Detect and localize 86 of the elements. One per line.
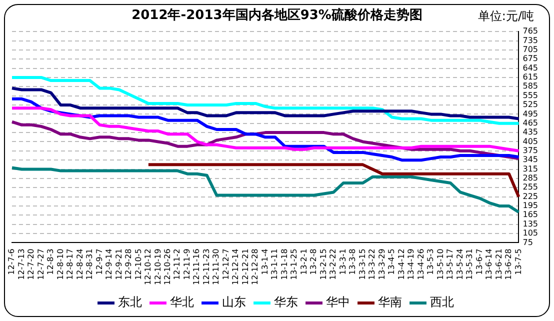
y-tick-label: 75: [522, 238, 533, 247]
legend-label: 东北: [118, 295, 142, 310]
x-tick-label: 12-9-7: [94, 248, 104, 275]
x-tick-label: 12-8-24: [75, 248, 84, 280]
x-tick-label: 12-12-28: [250, 248, 260, 285]
y-tick-label: 735: [522, 36, 538, 45]
y-tick-label: 405: [522, 136, 538, 146]
x-tick-label: 13-1-4: [260, 248, 270, 275]
x-tick-label: 12-12-14: [231, 248, 240, 285]
x-tick-label: 13-1-25: [290, 248, 299, 280]
x-tick-label: 13-5-3: [426, 248, 436, 275]
legend-label: 山东: [222, 295, 246, 310]
legend-label: 华南: [378, 295, 402, 310]
y-tick-label: 135: [522, 219, 538, 228]
x-tick-label: 13-4-12: [396, 248, 406, 280]
y-tick-label: 705: [522, 45, 538, 54]
y-tick-label: 585: [522, 82, 538, 91]
x-tick-label: 12-7-6: [7, 248, 16, 275]
y-tick-label: 435: [522, 128, 538, 137]
y-tick-label: 315: [522, 164, 538, 174]
x-tick-label: 13-2-8: [309, 248, 318, 275]
x-tick-label: 13-3-15: [358, 248, 367, 280]
x-tick-label: 12-10-5: [134, 248, 143, 280]
y-tick-label: 105: [522, 228, 538, 238]
x-tick-label: 12-11-30: [212, 248, 221, 285]
y-tick-label: 615: [522, 72, 538, 82]
x-tick-label: 13-2-22: [328, 248, 338, 280]
x-tick-label: 12-8-17: [66, 248, 75, 280]
x-tick-label: 12-9-21: [114, 248, 124, 280]
legend-label: 西北: [430, 295, 454, 310]
x-tick-label: 13-5-24: [455, 248, 464, 280]
y-tick-label: 375: [522, 146, 538, 155]
x-tick-label: 13-1-11: [270, 248, 280, 280]
x-tick-label: 13-5-31: [465, 248, 474, 280]
x-tick-label: 12-9-14: [104, 248, 114, 280]
y-tick-label: 525: [522, 100, 538, 110]
text: 单位:元/吨: [478, 9, 534, 24]
x-tick-label: 12-9-28: [124, 248, 134, 280]
x-tick-label: 13-5-10: [436, 248, 445, 280]
x-tick-label: 13-6-28: [504, 248, 514, 280]
x-tick-label: 13-6-14: [484, 248, 494, 280]
x-tick-label: 12-12-21: [240, 248, 250, 285]
y-tick-label: 225: [522, 192, 538, 201]
x-tick-label: 13-3-29: [377, 248, 386, 280]
x-tick-label: 13-5-17: [446, 248, 455, 280]
x-tick-label: 12-10-26: [162, 248, 172, 285]
y-tick-label: 765: [522, 26, 538, 36]
x-tick-label: 13-7-5: [514, 248, 523, 275]
chart-title: 2012年-2013年国内各地区93%硫酸价格走势图: [132, 7, 422, 24]
y-tick-label: 555: [522, 90, 538, 100]
x-tick-label: 13-3-22: [368, 248, 377, 280]
x-tick-label: 12-7-13: [16, 248, 26, 280]
y-tick-label: 285: [522, 174, 538, 183]
x-tick-label: 13-4-5: [387, 248, 396, 275]
x-tick-label: 13-6-21: [494, 248, 504, 280]
y-tick-label: 195: [522, 201, 538, 210]
x-tick-label: 12-8-10: [56, 248, 65, 280]
x-tick-label: 12-11-23: [202, 248, 211, 285]
x-tick-label: 13-2-15: [318, 248, 328, 280]
y-tick-label: 345: [522, 155, 538, 164]
x-tick-label: 13-6-7: [474, 248, 484, 275]
x-tick-label: 13-1-18: [280, 248, 289, 280]
x-tick-label: 12-12-7: [221, 248, 230, 280]
y-tick-label: 645: [522, 63, 538, 72]
x-tick-label: 12-11-9: [182, 248, 192, 280]
x-tick-label: 13-4-19: [406, 248, 416, 280]
y-tick-label: 495: [522, 109, 538, 118]
x-tick-label: 12-10-12: [144, 248, 153, 285]
x-tick-label: 12-10-19: [153, 248, 162, 285]
x-tick-label: 12-8-31: [85, 248, 94, 280]
x-tick-label: 13-3-8: [348, 248, 358, 275]
x-tick-label: 13-3-1: [338, 248, 348, 275]
y-tick-label: 465: [522, 118, 538, 128]
x-tick-label: 13-4-26: [416, 248, 426, 280]
x-tick-label: 12-7-27: [36, 248, 46, 280]
x-tick-label: 12-11-16: [192, 248, 202, 285]
x-tick-label: 12-11-2: [172, 248, 182, 280]
legend-label: 华东: [274, 295, 298, 310]
x-tick-label: 12-8-3: [46, 248, 56, 275]
x-tick-label: 13-2-1: [299, 248, 308, 275]
y-tick-label: 255: [522, 182, 538, 192]
y-tick-label: 675: [522, 54, 538, 64]
legend-label: 华中: [326, 295, 350, 310]
y-tick-label: 165: [522, 210, 538, 220]
x-tick-label: 12-7-20: [26, 248, 36, 280]
legend-label: 华北: [170, 295, 194, 310]
